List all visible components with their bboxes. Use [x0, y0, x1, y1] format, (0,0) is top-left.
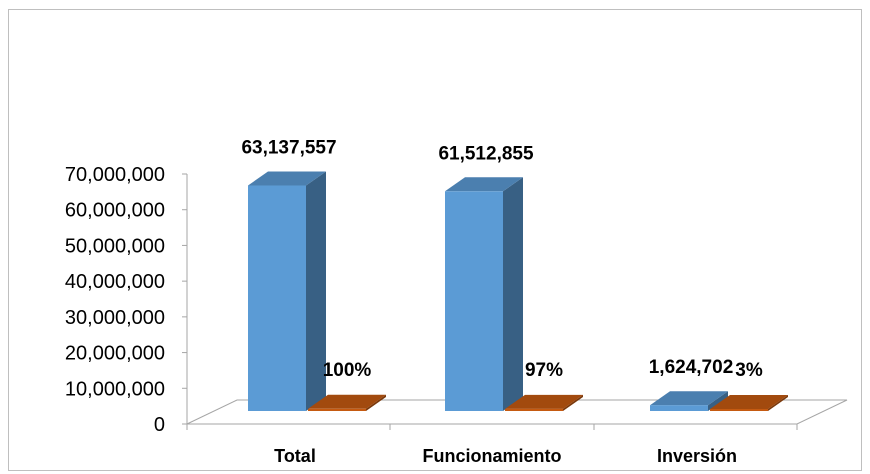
data-label-percent: 97% — [525, 360, 563, 381]
bar-percent-side — [768, 395, 788, 411]
data-label-amount: 61,512,855 — [438, 143, 534, 164]
bar-percent — [308, 408, 366, 411]
bar-amount-top — [650, 391, 728, 406]
y-tick-label: 0 — [154, 414, 165, 436]
y-tick-label: 30,000,000 — [65, 307, 165, 329]
y-tick-label: 20,000,000 — [65, 343, 165, 365]
bar-amount — [650, 405, 708, 411]
y-tick-label: 60,000,000 — [65, 200, 165, 222]
y-tick-label: 40,000,000 — [65, 271, 165, 293]
bar-amount-side — [503, 177, 523, 411]
x-category-label: Inversión — [657, 446, 737, 466]
bar-percent-side — [563, 394, 583, 411]
bar-percent-top — [505, 394, 583, 409]
y-tick-label: 50,000,000 — [65, 235, 165, 257]
bar-amount-side — [708, 391, 728, 411]
bar-percent-top — [308, 394, 386, 409]
bar-amount — [248, 185, 306, 411]
bar-percent — [505, 408, 563, 411]
bar-percent — [710, 409, 768, 411]
bar-percent-top — [710, 395, 788, 409]
data-label-amount: 1,624,702 — [649, 357, 734, 378]
bar-amount-top — [248, 171, 326, 186]
y-tick-label: 10,000,000 — [65, 378, 165, 400]
bar-amount-top — [445, 177, 523, 192]
data-label-percent: 100% — [323, 360, 372, 381]
data-label-percent: 3% — [735, 360, 763, 381]
data-label-amount: 63,137,557 — [241, 138, 336, 159]
bar-amount — [445, 191, 503, 411]
bar-amount-side — [306, 171, 326, 411]
bar-percent-side — [366, 394, 386, 411]
x-category-label: Funcionamiento — [423, 446, 562, 466]
y-tick-label: 70,000,000 — [65, 164, 165, 186]
x-category-label: Total — [274, 446, 316, 466]
